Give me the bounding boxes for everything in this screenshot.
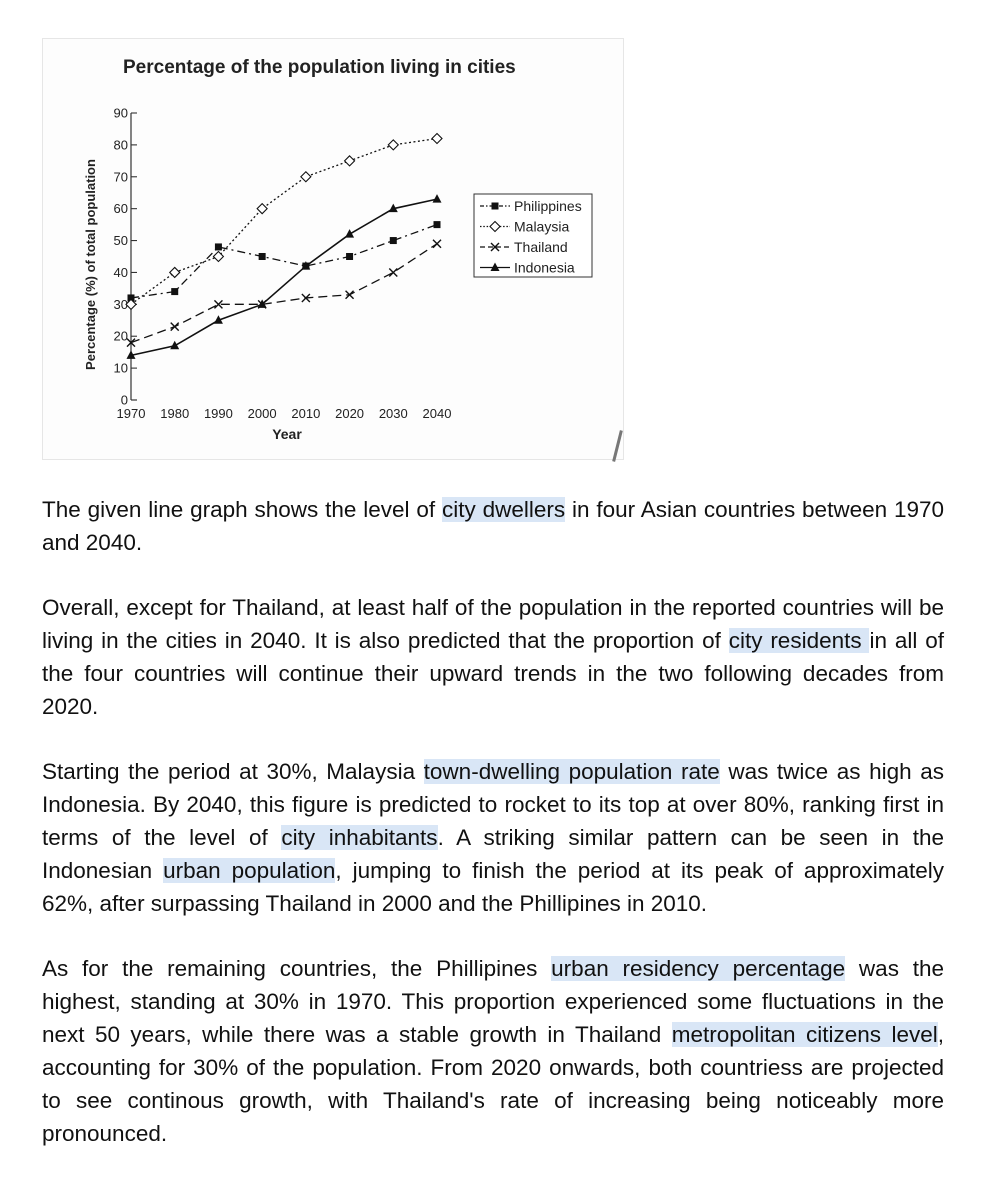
y-tick-label-0: 0: [121, 393, 128, 408]
point-malaysia-1980: [168, 266, 181, 279]
y-tick-label-40: 40: [114, 265, 128, 280]
point-malaysia-2030: [387, 139, 400, 151]
point-thailand-1990: [213, 299, 223, 309]
legend-label-malaysia: Malaysia: [514, 219, 569, 235]
text-run: , jumping to finish the period at its pe…: [42, 858, 944, 916]
point-thailand-2020: [345, 290, 355, 300]
point-malaysia-2000: [256, 202, 268, 215]
article-paragraph-2: Overall, except for Thailand, at least h…: [42, 591, 944, 723]
y-tick-label-30: 30: [114, 297, 128, 312]
highlighted-phrase: urban residency percentage: [551, 956, 846, 981]
point-philippines-2030: [389, 237, 397, 245]
legend-marker-malaysia: [489, 220, 501, 233]
chart-title: Percentage of the population living in c…: [123, 57, 516, 78]
point-philippines-2020: [346, 253, 354, 260]
point-philippines-2000: [258, 253, 266, 260]
text-run: As for the remaining countries, the Phil…: [42, 956, 552, 981]
x-axis-label: Year: [272, 426, 302, 442]
point-thailand-2010: [301, 293, 311, 303]
point-thailand-1970: [126, 338, 136, 348]
point-indonesia-2020: [345, 229, 355, 238]
point-thailand-1980: [170, 322, 180, 332]
chart-figure: Percentage of the population living in c…: [42, 38, 624, 460]
series-line-indonesia: [130, 198, 438, 357]
y-tick-label-80: 80: [114, 137, 128, 152]
point-indonesia-2030: [388, 203, 398, 213]
x-tick-label-1980: 1980: [160, 406, 189, 421]
point-malaysia-2020: [343, 155, 356, 167]
x-tick-label-1990: 1990: [204, 406, 233, 421]
legend-marker-thailand: [490, 242, 500, 252]
point-philippines-1980: [171, 288, 179, 296]
y-tick-label-70: 70: [114, 169, 128, 184]
point-malaysia-2040: [431, 132, 443, 145]
x-tick-label-2000: 2000: [248, 406, 277, 421]
x-tick-label-2020: 2020: [335, 406, 364, 421]
series-line-malaysia: [130, 137, 438, 305]
article-paragraph-1: The given line graph shows the level of …: [42, 493, 944, 559]
highlighted-phrase: city inhabitants: [281, 825, 438, 850]
y-tick-label-60: 60: [114, 201, 128, 216]
point-malaysia-2010: [300, 170, 312, 183]
y-axis-label: Percentage (%) of total population: [83, 159, 98, 370]
text-run: was the highest, standing at 30% in 1970…: [42, 956, 945, 1047]
text-run: , accounting for 30% of the population. …: [42, 1022, 944, 1146]
series-line-philippines: [130, 224, 438, 299]
highlighted-phrase: city dwellers: [442, 497, 566, 522]
y-tick-label-90: 90: [114, 106, 128, 121]
article-paragraph-4: As for the remaining countries, the Phil…: [42, 952, 944, 1150]
legend-label-indonesia: Indonesia: [514, 260, 575, 276]
text-run: was twice as high as Indonesia. By 2040,…: [42, 759, 944, 850]
legend-marker-philippines: [491, 202, 499, 210]
highlighted-phrase: town-dwelling population rate: [423, 759, 720, 784]
point-malaysia-1970: [125, 298, 137, 311]
point-philippines-2040: [433, 221, 441, 229]
text-run: Overall, except for Thailand, at least h…: [42, 595, 944, 653]
point-malaysia-1990: [212, 250, 225, 263]
article-paragraph-3: Starting the period at 30%, Malaysia tow…: [42, 755, 944, 920]
point-indonesia-2000: [257, 299, 267, 308]
highlighted-phrase: city residents: [728, 628, 870, 653]
point-indonesia-1970: [126, 350, 136, 359]
y-tick-label-20: 20: [114, 329, 128, 344]
line-chart: Percentage of the population living in c…: [83, 57, 593, 442]
legend-label-philippines: Philippines: [514, 198, 582, 214]
text-run: Starting the period at 30%, Malaysia: [42, 759, 424, 784]
article-text: The given line graph shows the level of …: [42, 493, 944, 1182]
text-run: in four Asian countries between 1970 and…: [42, 497, 945, 555]
x-tick-label-2030: 2030: [379, 406, 408, 421]
highlighted-phrase: urban population: [163, 858, 336, 883]
point-indonesia-1980: [170, 340, 180, 350]
point-indonesia-2010: [301, 261, 311, 270]
legend-marker-indonesia: [490, 262, 500, 271]
text-run: . A striking similar pattern can be seen…: [42, 825, 944, 883]
highlighted-phrase: metropolitan citizens level: [671, 1022, 938, 1047]
y-tick-label-10: 10: [114, 361, 128, 376]
x-tick-label-2040: 2040: [423, 406, 452, 421]
text-run: in all of the four countries will contin…: [42, 628, 944, 719]
x-tick-label-1970: 1970: [117, 406, 146, 421]
point-philippines-1990: [214, 243, 222, 251]
text-run: The given line graph shows the level of: [42, 497, 443, 522]
series-line-thailand: [130, 243, 438, 344]
point-indonesia-1990: [213, 315, 223, 324]
x-tick-label-2010: 2010: [291, 406, 320, 421]
legend-label-thailand: Thailand: [514, 239, 568, 255]
point-thailand-2040: [432, 239, 442, 249]
point-thailand-2030: [388, 267, 398, 277]
point-philippines-1970: [127, 294, 135, 302]
y-tick-label-50: 50: [114, 233, 128, 248]
point-indonesia-2040: [432, 194, 442, 203]
